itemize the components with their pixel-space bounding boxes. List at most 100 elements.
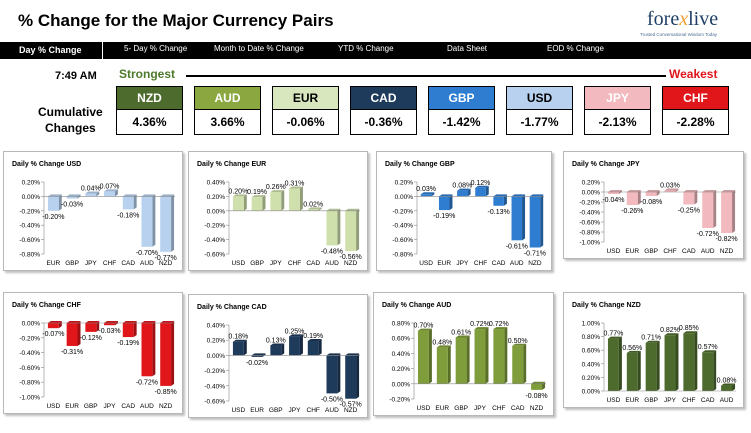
chart-svg: Daily % Change CHF 0.00% -0.20% -0.40% -0.60… — [12, 302, 177, 410]
bar-data-label: 0.19% — [303, 333, 323, 340]
currency-box-name: EUR — [273, 87, 338, 110]
bar-data-label: 0.25% — [285, 328, 305, 335]
x-tick-label: AUD — [701, 248, 715, 255]
currency-box-usd: USD -1.77% — [506, 86, 573, 135]
bar — [436, 347, 448, 384]
bar-data-label: 0.08% — [717, 378, 737, 385]
logo-part-2: live — [688, 8, 719, 30]
tab-ytd-change[interactable]: YTD % Change — [338, 44, 394, 53]
bar — [270, 192, 282, 211]
currency-box-value: 4.36% — [132, 115, 167, 129]
bar-data-label: -0.03% — [61, 202, 83, 209]
bar-side — [732, 190, 736, 233]
bar-data-label: -0.19% — [117, 340, 139, 347]
bar-data-label: 0.20% — [228, 188, 248, 195]
bar-top — [529, 194, 544, 197]
bar — [455, 337, 467, 384]
bar-data-label: 0.85% — [679, 325, 699, 332]
bar-side — [694, 190, 698, 205]
x-tick-label: EUR — [437, 260, 451, 267]
bar-side — [318, 338, 322, 356]
bar-top — [702, 190, 717, 192]
tab-5-day-change[interactable]: 5- Day % Change — [124, 44, 188, 53]
time-label: 7:49 AM — [55, 70, 97, 82]
bar — [664, 190, 676, 192]
x-tick-label: EUR — [435, 405, 449, 412]
bar-data-label: -0.03% — [98, 328, 120, 335]
chart-svg: Daily % Change JPY 0.20% 0.00% -0.20% -0.40%… — [572, 161, 738, 255]
bar-side — [694, 331, 698, 391]
tab-data-sheet[interactable]: Data Sheet — [447, 44, 488, 53]
y-tick-label: 0.00% — [582, 190, 601, 197]
bar-top — [626, 190, 641, 192]
bar-side — [656, 190, 660, 196]
bar — [493, 196, 504, 206]
currency-box-value: -1.77% — [520, 115, 559, 129]
bar — [512, 345, 524, 384]
bar-side — [243, 339, 247, 356]
bar — [104, 191, 115, 197]
x-tick-label: CHF — [663, 248, 676, 255]
currency-box-name: CAD — [351, 87, 416, 110]
bar — [307, 340, 319, 356]
y-tick-label: 0.60% — [392, 336, 411, 343]
bar-data-label: 0.48% — [432, 339, 452, 346]
bar-top — [511, 194, 526, 197]
chart-svg: Daily % Change AUD 0.80% 0.60% 0.40% 0.20% 0.… — [382, 302, 548, 412]
currency-box-value: 3.66% — [210, 115, 245, 129]
tab-day-change[interactable]: Day % Change — [0, 42, 103, 59]
x-tick-label: JPY — [289, 407, 302, 414]
bar-top — [438, 194, 453, 197]
bar-top — [122, 321, 137, 323]
x-tick-label: AUD — [140, 403, 154, 410]
x-tick-label: AUD — [325, 260, 339, 267]
bar-data-label: 0.31% — [285, 180, 305, 187]
bar-side — [96, 321, 100, 332]
y-tick-label: 0.20% — [207, 194, 226, 201]
bar — [702, 192, 714, 228]
chart-svg: Daily % Change CAD 0.40% 0.20% 0.00% -0.20% -… — [197, 304, 362, 414]
bar — [326, 210, 338, 246]
bar — [457, 190, 468, 197]
bar — [251, 355, 263, 357]
currency-box-name: JPY — [585, 87, 650, 110]
x-tick-label: NZD — [344, 407, 358, 414]
x-tick-label: GBP — [269, 407, 283, 414]
bar-data-label: 0.07% — [100, 183, 120, 190]
y-tick-label: -0.40% — [19, 223, 40, 230]
x-tick-label: AUD — [720, 397, 734, 404]
bar-data-label: -0.61% — [506, 243, 528, 250]
currency-box-gbp: GBP -1.42% — [428, 86, 495, 135]
x-tick-label: CAD — [121, 260, 135, 267]
bar — [232, 196, 244, 211]
bar-side — [281, 190, 285, 211]
chart-panel-eur: Daily % Change EUR 0.40% 0.20% 0.00% -0.20% -… — [188, 151, 368, 271]
tab-month-to-date-change[interactable]: Month to Date % Change — [214, 44, 304, 53]
x-tick-label: GBP — [644, 248, 658, 255]
x-tick-label: JPY — [664, 397, 677, 404]
bar — [420, 194, 432, 197]
bar-side — [713, 350, 717, 391]
x-tick-label: GBP — [250, 260, 264, 267]
bar-side — [152, 321, 156, 377]
y-tick-label: -0.20% — [204, 368, 225, 375]
y-tick-label: 0.40% — [207, 180, 226, 187]
bar — [626, 192, 638, 205]
y-tick-label: 0.20% — [395, 180, 414, 187]
bar-top — [512, 343, 527, 346]
x-tick-label: JPY — [104, 403, 117, 410]
bar — [645, 192, 657, 196]
y-tick-label: 0.40% — [392, 351, 411, 358]
bar-top — [493, 327, 508, 330]
chart-title: Daily % Change EUR — [197, 161, 266, 168]
bar-top — [104, 321, 118, 323]
tab-eod-change[interactable]: EOD % Change — [547, 44, 604, 53]
x-tick-label: CAD — [511, 405, 525, 412]
y-tick-label: 0.40% — [207, 323, 226, 330]
bar-top — [475, 185, 489, 188]
bar-side — [637, 190, 641, 205]
bar-side — [96, 191, 100, 197]
bar-data-label: -0.31% — [61, 349, 83, 356]
chart-title: Daily % Change CAD — [197, 304, 267, 311]
bar-data-label: -0.18% — [117, 212, 139, 219]
